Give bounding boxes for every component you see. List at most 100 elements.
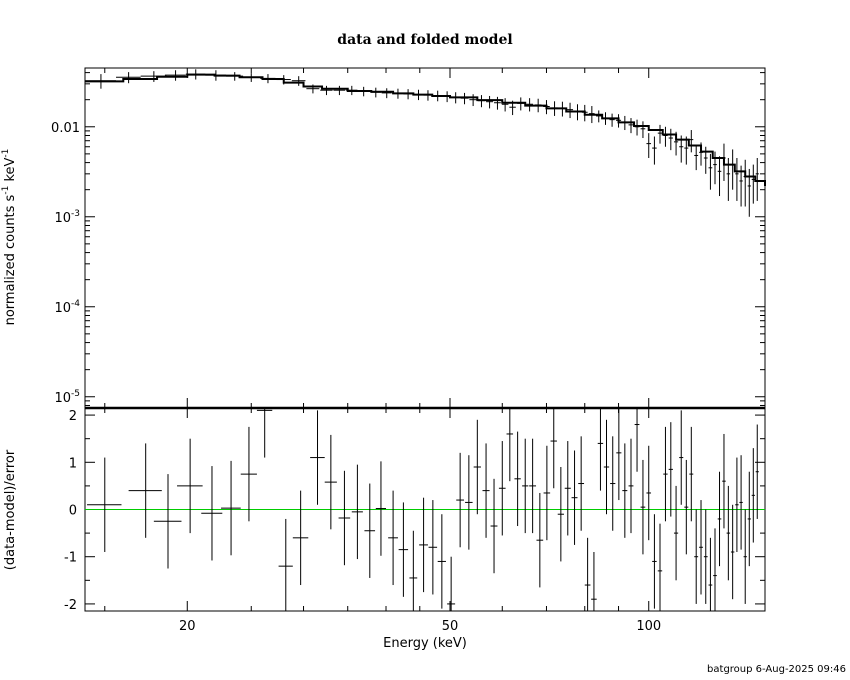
residual-point <box>522 438 529 534</box>
data-point <box>534 98 542 113</box>
residual-point <box>388 490 398 586</box>
x-axis-label: Energy (keV) <box>383 636 467 651</box>
data-point <box>526 98 534 112</box>
data-point <box>85 74 117 89</box>
residual-point <box>310 410 325 505</box>
residual-point <box>536 492 544 588</box>
data-point <box>596 110 602 123</box>
data-point <box>646 133 652 158</box>
data-point <box>589 106 595 124</box>
residual-point <box>292 490 309 586</box>
top-y-tick-label: 10-5 <box>54 389 80 406</box>
top-y-tick-label: 0.01 <box>51 121 80 136</box>
data-point <box>433 90 442 102</box>
data-point <box>602 112 609 125</box>
residual-point <box>557 467 564 562</box>
data-point <box>679 135 684 163</box>
residual-point <box>584 537 591 611</box>
residual-point <box>578 436 585 531</box>
residual-point <box>490 478 498 574</box>
data-point <box>609 113 615 127</box>
bottom-y-axis-label: (data-model)/error <box>3 449 18 570</box>
data-point <box>628 118 634 134</box>
x-axis: 20 50 100 <box>104 68 766 634</box>
data-point <box>722 143 726 181</box>
residual-point <box>628 438 634 534</box>
data-point <box>276 75 291 85</box>
bottom-y-tick-label: 0 <box>69 504 77 519</box>
data-point <box>717 156 722 197</box>
residual-point <box>419 497 428 593</box>
residual-point <box>747 471 751 567</box>
residual-point <box>640 459 646 555</box>
residual-point <box>622 443 628 538</box>
residual-point <box>717 471 722 567</box>
residual-point <box>201 466 223 561</box>
top-model-series <box>85 73 766 186</box>
residual-point <box>708 537 713 611</box>
residual-point <box>755 424 759 519</box>
residual-point <box>409 530 418 611</box>
data-point <box>708 153 713 190</box>
data-point <box>543 100 550 115</box>
residual-point <box>603 419 610 515</box>
bottom-y-axis: 2 1 0 -1 -2 <box>64 409 765 613</box>
top-y-tick-exponent: -5 <box>71 389 80 399</box>
residual-point <box>428 500 438 595</box>
data-point <box>735 157 739 201</box>
data-point <box>730 149 735 190</box>
residual-point <box>498 441 506 536</box>
residual-point <box>699 500 703 595</box>
residual-point <box>657 523 663 611</box>
data-point <box>743 159 747 207</box>
residual-point <box>694 509 699 604</box>
data-point <box>370 87 381 98</box>
residual-point <box>473 419 481 515</box>
data-point <box>140 71 167 82</box>
bottom-y-tick-label: 2 <box>69 409 77 424</box>
residual-point <box>437 514 446 609</box>
residual-point <box>456 452 464 548</box>
residual-point <box>652 514 657 609</box>
top-y-axis-label-unit: keV <box>3 157 18 185</box>
x-tick-label: 100 <box>636 619 661 634</box>
residual-point <box>324 434 337 530</box>
data-point <box>185 69 206 80</box>
residual-point <box>375 461 387 556</box>
data-point <box>634 119 640 136</box>
data-point <box>413 89 423 101</box>
residual-point <box>398 502 409 597</box>
data-point <box>694 144 699 171</box>
data-point <box>393 88 403 99</box>
data-point <box>581 104 588 122</box>
top-y-axis-label-exp2: -1 <box>1 149 11 158</box>
residual-point <box>571 450 578 545</box>
top-y-tick-base: 10 <box>54 301 71 316</box>
residual-point <box>338 470 351 566</box>
data-point <box>517 97 525 111</box>
top-panel <box>84 67 766 409</box>
data-point <box>116 72 141 84</box>
data-point <box>381 88 392 99</box>
model-curve <box>85 73 766 186</box>
top-y-axis-label-exp1: -1 <box>1 186 11 195</box>
data-point <box>226 72 244 81</box>
data-point <box>615 114 622 128</box>
residual-point <box>514 431 521 527</box>
residual-point <box>591 551 597 611</box>
top-y-tick-label: 10-4 <box>54 299 80 316</box>
footer-credit: batgroup 6-Aug-2025 09:46 <box>707 664 846 675</box>
top-y-tick-exponent: -4 <box>71 299 80 309</box>
residual-point <box>447 556 456 611</box>
residual-point <box>351 464 363 560</box>
data-point <box>668 128 673 151</box>
residual-point <box>610 436 616 531</box>
data-point <box>477 95 486 108</box>
residual-point <box>646 445 652 541</box>
data-point <box>501 98 509 112</box>
residual-point <box>240 426 257 522</box>
data-point <box>451 92 460 104</box>
data-point <box>574 104 581 121</box>
data-point <box>652 136 657 165</box>
data-point <box>622 115 628 131</box>
